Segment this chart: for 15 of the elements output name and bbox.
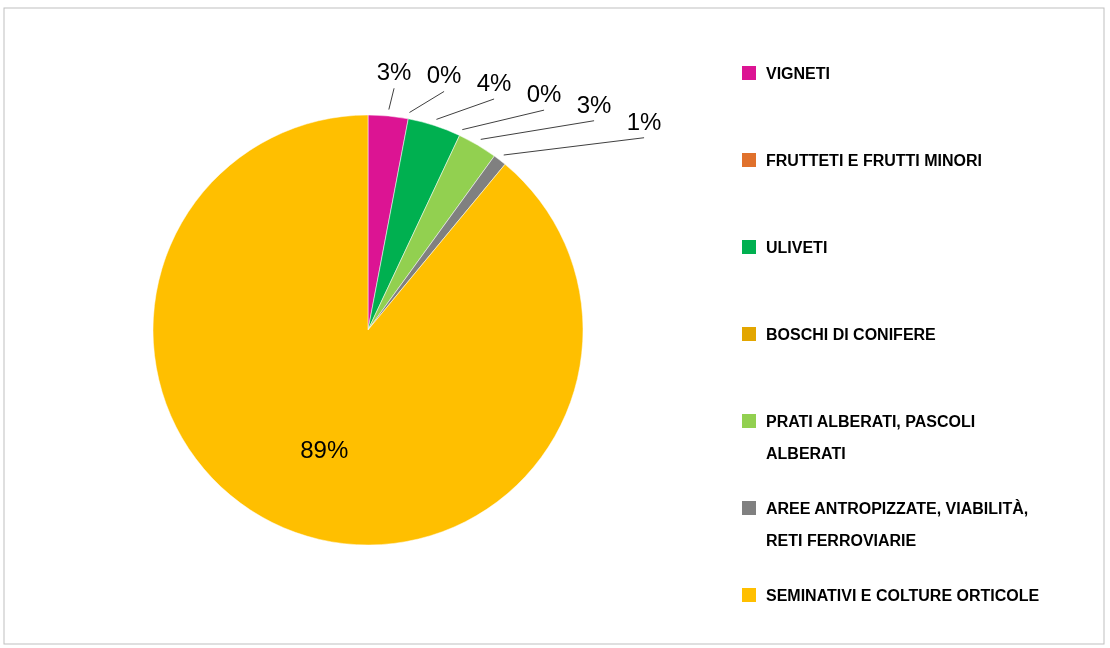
legend-label: BOSCHI DI CONIFERE	[766, 326, 937, 343]
legend-label: AREE ANTROPIZZATE, VIABILITÀ, RETI FERROVIARIE	[766, 499, 1029, 549]
text: 0%	[426, 61, 462, 89]
data-label: 89%	[300, 435, 349, 463]
legend-label: VIGNETI	[766, 65, 831, 82]
legend-label: ULIVETI	[766, 239, 828, 256]
legend-label: PRATI ALBERATI, PASCOLI ALBERATI	[766, 413, 976, 462]
text: 0%	[526, 80, 562, 108]
data-label: 4%	[476, 68, 512, 96]
data-label: 1%	[626, 107, 662, 135]
pie-slice	[152, 114, 584, 546]
data-label: 3%	[576, 90, 612, 118]
legend-label: FRUTTETI E FRUTTI MINORI	[766, 152, 982, 169]
legend-label: SEMINATIVI E COLTURE ORTICOLE	[766, 587, 1040, 604]
data-label: 3%	[376, 58, 412, 86]
